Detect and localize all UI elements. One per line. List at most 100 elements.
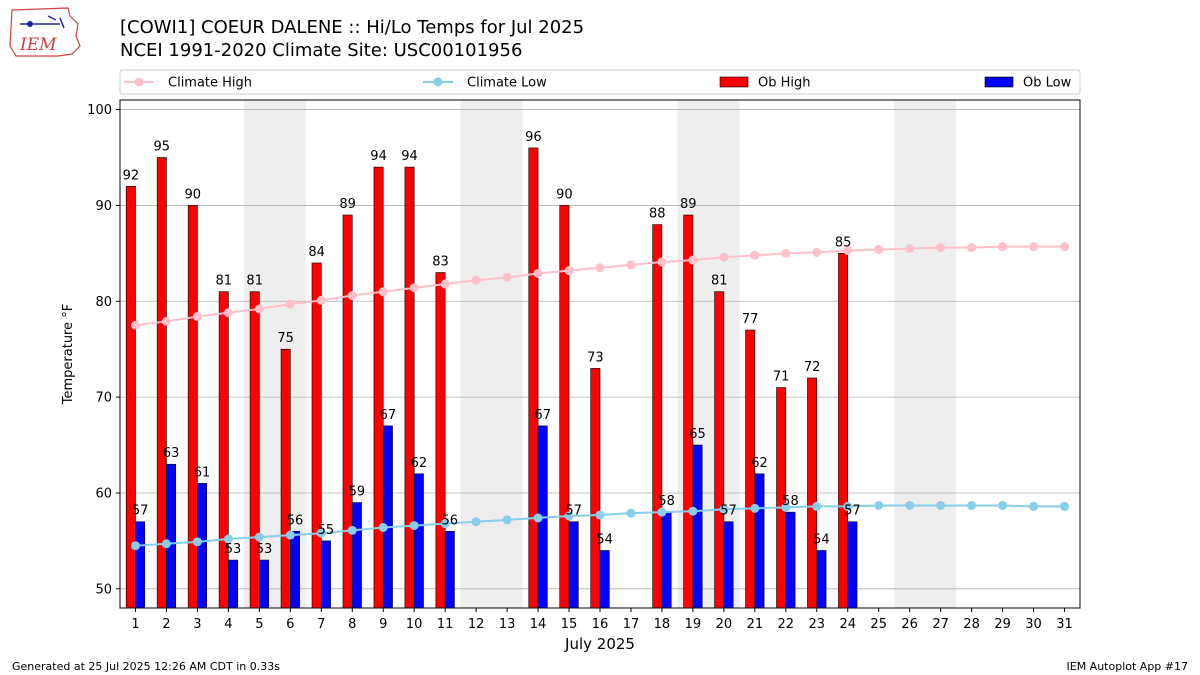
x-tick-label: 12 — [468, 617, 485, 632]
ob-high-bar — [435, 272, 446, 609]
x-tick-label: 29 — [994, 617, 1011, 632]
x-tick-label: 23 — [809, 617, 826, 632]
climate-high-point — [409, 283, 419, 293]
climate-low-point — [192, 537, 202, 547]
ob-low-label: 56 — [287, 513, 304, 528]
ob-low-bar — [135, 521, 146, 609]
ob-low-label: 53 — [225, 542, 242, 557]
ob-high-label: 77 — [742, 312, 759, 327]
climate-low-point — [502, 515, 512, 525]
climate-high-point — [471, 275, 481, 285]
climate-high-point — [347, 291, 357, 301]
ob-low-label: 57 — [720, 504, 737, 519]
ob-high-bar — [559, 205, 570, 609]
weekend-band — [894, 100, 957, 608]
climate-high-point — [874, 245, 884, 255]
ob-high-bar — [342, 214, 353, 609]
ob-low-bar — [351, 502, 362, 609]
climate-low-point — [285, 530, 295, 540]
ob-low-bar — [599, 550, 610, 609]
ob-low-label: 63 — [163, 446, 180, 461]
climate-high-point — [719, 252, 729, 262]
climate-low-point — [564, 511, 574, 521]
climate-high-point — [750, 250, 760, 260]
climate-high-point — [843, 245, 853, 255]
chart-subtitle: NCEI 1991-2020 Climate Site: USC00101956 — [120, 40, 523, 61]
climate-high-point — [781, 248, 791, 258]
x-tick-label: 2 — [162, 617, 170, 632]
climate-high-point — [905, 244, 915, 254]
x-tick-label: 26 — [901, 617, 918, 632]
ob-low-bar — [692, 444, 703, 609]
generated-timestamp: Generated at 25 Jul 2025 12:26 AM CDT in… — [12, 660, 280, 673]
ob-high-label: 96 — [525, 130, 542, 145]
legend-box — [119, 69, 1081, 95]
climate-high-point — [626, 260, 636, 270]
ob-low-label: 57 — [565, 504, 582, 519]
x-tick-label: 20 — [716, 617, 733, 632]
ob-high-bar — [714, 291, 725, 609]
ob-low-bar — [382, 425, 393, 609]
climate-high-point — [812, 247, 822, 257]
ob-high-label: 81 — [246, 274, 263, 289]
climate-high-point — [316, 295, 326, 305]
chart-title: [COWI1] COEUR DALENE :: Hi/Lo Temps for … — [120, 17, 585, 38]
y-tick-label: 60 — [95, 486, 112, 501]
ob-high-bar — [249, 291, 260, 609]
ob-low-bar — [228, 559, 238, 609]
x-tick-label: 10 — [406, 617, 423, 632]
ob-low-label: 54 — [813, 532, 830, 547]
climate-low-point — [409, 521, 419, 531]
ob-low-label: 59 — [349, 485, 366, 500]
ob-low-label: 61 — [194, 465, 211, 480]
legend-swatch-marker — [134, 77, 144, 87]
climate-low-point — [688, 506, 698, 516]
ob-high-label: 95 — [154, 140, 171, 155]
legend-label: Climate High — [168, 76, 252, 91]
ob-low-bar — [847, 521, 858, 609]
ob-high-label: 89 — [680, 197, 697, 212]
legend-swatch — [984, 76, 1014, 88]
x-tick-label: 6 — [286, 617, 294, 632]
ob-low-label: 57 — [844, 504, 861, 519]
climate-low-point — [781, 502, 791, 512]
x-tick-label: 5 — [255, 617, 263, 632]
ob-high-bar — [187, 205, 198, 609]
climate-high-point — [254, 304, 264, 314]
ob-high-bar — [652, 224, 663, 609]
ob-high-label: 72 — [804, 360, 821, 375]
ob-low-label: 62 — [751, 456, 768, 471]
climate-high-point — [161, 316, 171, 326]
ob-low-label: 53 — [256, 542, 273, 557]
x-tick-label: 19 — [685, 617, 702, 632]
ob-low-label: 67 — [380, 408, 397, 423]
ob-high-bar — [373, 166, 384, 609]
ob-high-label: 84 — [308, 245, 325, 260]
ob-low-bar — [568, 521, 579, 609]
ob-low-label: 65 — [689, 427, 706, 442]
ob-high-bar — [218, 291, 229, 609]
ob-high-label: 90 — [185, 187, 202, 202]
ob-low-bar — [661, 511, 672, 609]
climate-low-point — [812, 501, 822, 511]
x-tick-label: 16 — [592, 617, 609, 632]
logo-text: IEM — [19, 35, 57, 55]
climate-low-point — [533, 513, 543, 523]
ob-high-bar — [311, 262, 322, 609]
climate-low-point — [967, 500, 977, 510]
ob-high-label: 83 — [432, 255, 449, 270]
ob-high-bar — [807, 377, 818, 609]
x-tick-label: 31 — [1056, 617, 1073, 632]
y-tick-label: 90 — [95, 199, 112, 214]
climate-low-point — [936, 500, 946, 510]
x-tick-label: 21 — [747, 617, 764, 632]
ob-low-bar — [259, 559, 269, 609]
ob-high-label: 73 — [587, 350, 604, 365]
x-tick-label: 13 — [499, 617, 516, 632]
ob-high-label: 94 — [401, 149, 418, 164]
x-tick-label: 14 — [530, 617, 547, 632]
iem-logo: IEM — [8, 6, 82, 62]
ob-low-bar — [320, 540, 331, 609]
ob-low-label: 54 — [596, 532, 613, 547]
